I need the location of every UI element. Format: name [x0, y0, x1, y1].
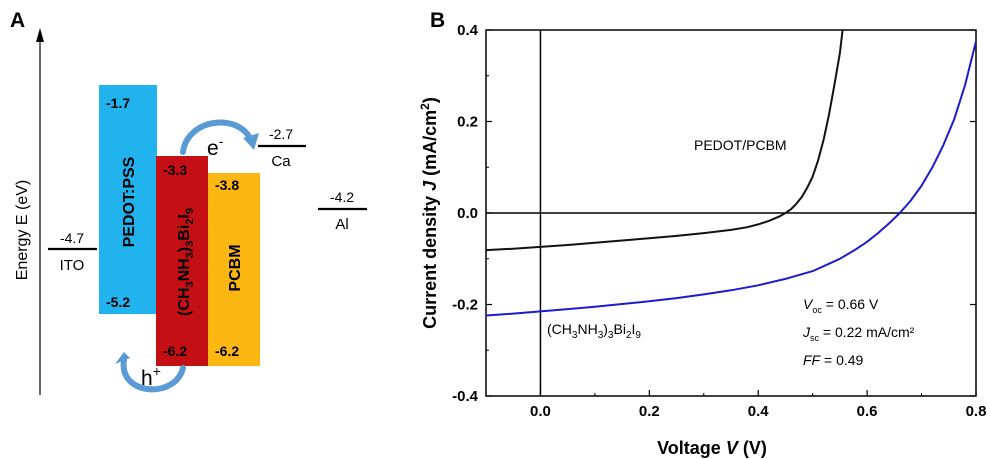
y-axis-title: Current density J (mA/cm2) — [418, 97, 440, 329]
jsc-annotation: Jsc = 0.22 mA/cm² — [802, 324, 915, 343]
electron-arrowhead — [243, 133, 259, 150]
ito-name: ITO — [60, 257, 85, 274]
pedot-bottom-level: -5.2 — [106, 294, 130, 310]
perovskite-name: (CH3NH3)3Bi2I9 — [176, 208, 196, 316]
ca-level-value: -2.7 — [269, 126, 293, 142]
hole-arrow — [120, 357, 186, 393]
x-tick-label: 0.6 — [857, 403, 878, 420]
panel-b-label: B — [430, 9, 445, 32]
y-tick-label: -0.2 — [452, 297, 478, 314]
electron-arrow — [180, 119, 253, 155]
hole-arrowhead — [115, 352, 130, 364]
x-tick-label: 0.2 — [639, 403, 660, 420]
series-layer — [485, 29, 977, 317]
axis-ticks: 0.0 0.2 0.4 0.6 0.8 -0.4 -0.2 0.0 0.2 0.4 — [452, 22, 986, 420]
y-tick-label: 0.0 — [457, 205, 478, 222]
voc-annotation: Voc = 0.66 V — [803, 296, 879, 315]
zero-lines — [486, 30, 976, 396]
al-level-value: -4.2 — [330, 189, 354, 205]
y-tick-label: -0.4 — [452, 388, 479, 405]
x-tick-label: 0.8 — [966, 403, 987, 420]
band-perovskite — [156, 156, 208, 366]
ca-name: Ca — [271, 153, 291, 170]
perovskite-curve — [485, 41, 977, 317]
band-pedot-pss — [99, 85, 157, 314]
y-tick-label: 0.2 — [457, 114, 478, 131]
pcbm-bottom-level: -6.2 — [215, 343, 239, 359]
perovskite-bottom-level: -6.2 — [163, 343, 187, 359]
energy-diagram: A Energy E (eV) -1.7 -5.2 -3.3 -6.2 -3.8… — [10, 9, 367, 395]
jv-chart: B 0.0 0.2 0.4 0.6 0.8 -0.4 -0.2 0.0 0.2 0.4 Curre… — [418, 9, 986, 458]
energy-axis-title: Energy E (eV) — [14, 180, 31, 280]
y-tick-label: 0.4 — [457, 22, 479, 39]
ff-annotation: FF = 0.49 — [803, 352, 864, 368]
pedot-pss-name: PEDOT:PSS — [121, 156, 138, 247]
pedot-top-level: -1.7 — [106, 95, 130, 111]
pedot-pcbm-curve — [485, 29, 844, 252]
band-pcbm — [208, 173, 260, 366]
perovskite-top-level: -3.3 — [163, 162, 187, 178]
ito-level-value: -4.7 — [60, 230, 84, 246]
hole-label: h+ — [141, 363, 161, 390]
x-tick-label: 0.0 — [530, 403, 551, 420]
energy-axis-arrowhead — [36, 28, 44, 42]
pcbm-name: PCBM — [227, 244, 244, 291]
pcbm-top-level: -3.8 — [215, 177, 239, 193]
x-axis-title: Voltage V (V) — [657, 438, 767, 458]
panel-a-label: A — [10, 9, 25, 32]
electron-label: e- — [207, 133, 224, 160]
x-tick-label: 0.4 — [748, 403, 770, 420]
perovskite-curve-label: (CH3NH3)3Bi2I9 — [547, 321, 641, 341]
pedot-curve-label: PEDOT/PCBM — [694, 137, 787, 153]
al-name: Al — [335, 216, 348, 233]
